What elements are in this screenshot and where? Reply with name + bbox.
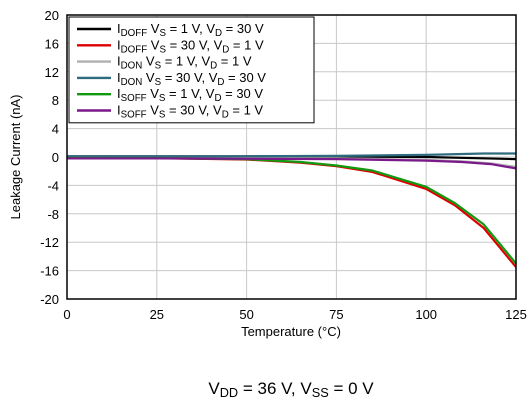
series-line — [67, 152, 516, 158]
x-tick-label: 125 — [505, 307, 527, 322]
x-tick-label: 25 — [150, 307, 164, 322]
y-tick-label: 8 — [52, 93, 59, 108]
legend-entry: IDOFF VS = 1 V, VD = 30 V — [117, 21, 264, 39]
legend-entry: ISOFF VS = 1 V, VD = 30 V — [117, 86, 263, 104]
x-tick-label: 100 — [415, 307, 437, 322]
y-tick-label: -12 — [40, 235, 59, 250]
y-tick-label: -20 — [40, 292, 59, 307]
x-tick-label: 0 — [63, 307, 70, 322]
tick-labels: 0 25 50 75 100 125 -20 -16 -12 -8 -4 0 4 8 12 16 20 — [40, 8, 527, 322]
y-tick-label: -8 — [47, 207, 59, 222]
y-axis-label: Leakage Current (nA) — [8, 94, 23, 219]
series-line — [67, 156, 516, 268]
y-tick-label: 16 — [45, 36, 59, 51]
y-tick-label: -16 — [40, 264, 59, 279]
x-tick-label: 75 — [329, 307, 343, 322]
x-axis-label: Temperature (°C) — [241, 324, 341, 339]
legend-entry: IDON VS = 1 V, VD = 1 V — [117, 54, 252, 72]
series-line — [67, 156, 516, 265]
y-tick-label: 0 — [52, 150, 59, 165]
x-tick-label: 50 — [239, 307, 253, 322]
y-tick-label: 12 — [45, 65, 59, 80]
legend-entry: IDON VS = 30 V, VD = 30 V — [117, 70, 266, 88]
y-tick-label: 4 — [52, 122, 59, 137]
plot-frame — [66, 14, 517, 300]
legend-box — [68, 16, 315, 124]
y-tick-label: 20 — [45, 8, 59, 23]
legend-entry: IDOFF VS = 30 V, VD = 1 V — [117, 37, 264, 55]
chart-subtitle: VDD = 36 V, VSS = 0 V — [208, 379, 374, 400]
y-tick-label: -4 — [47, 178, 59, 193]
series-group — [67, 152, 516, 268]
legend-entry: ISOFF VS = 30 V, VD = 1 V — [117, 103, 263, 121]
series-line — [67, 157, 516, 170]
